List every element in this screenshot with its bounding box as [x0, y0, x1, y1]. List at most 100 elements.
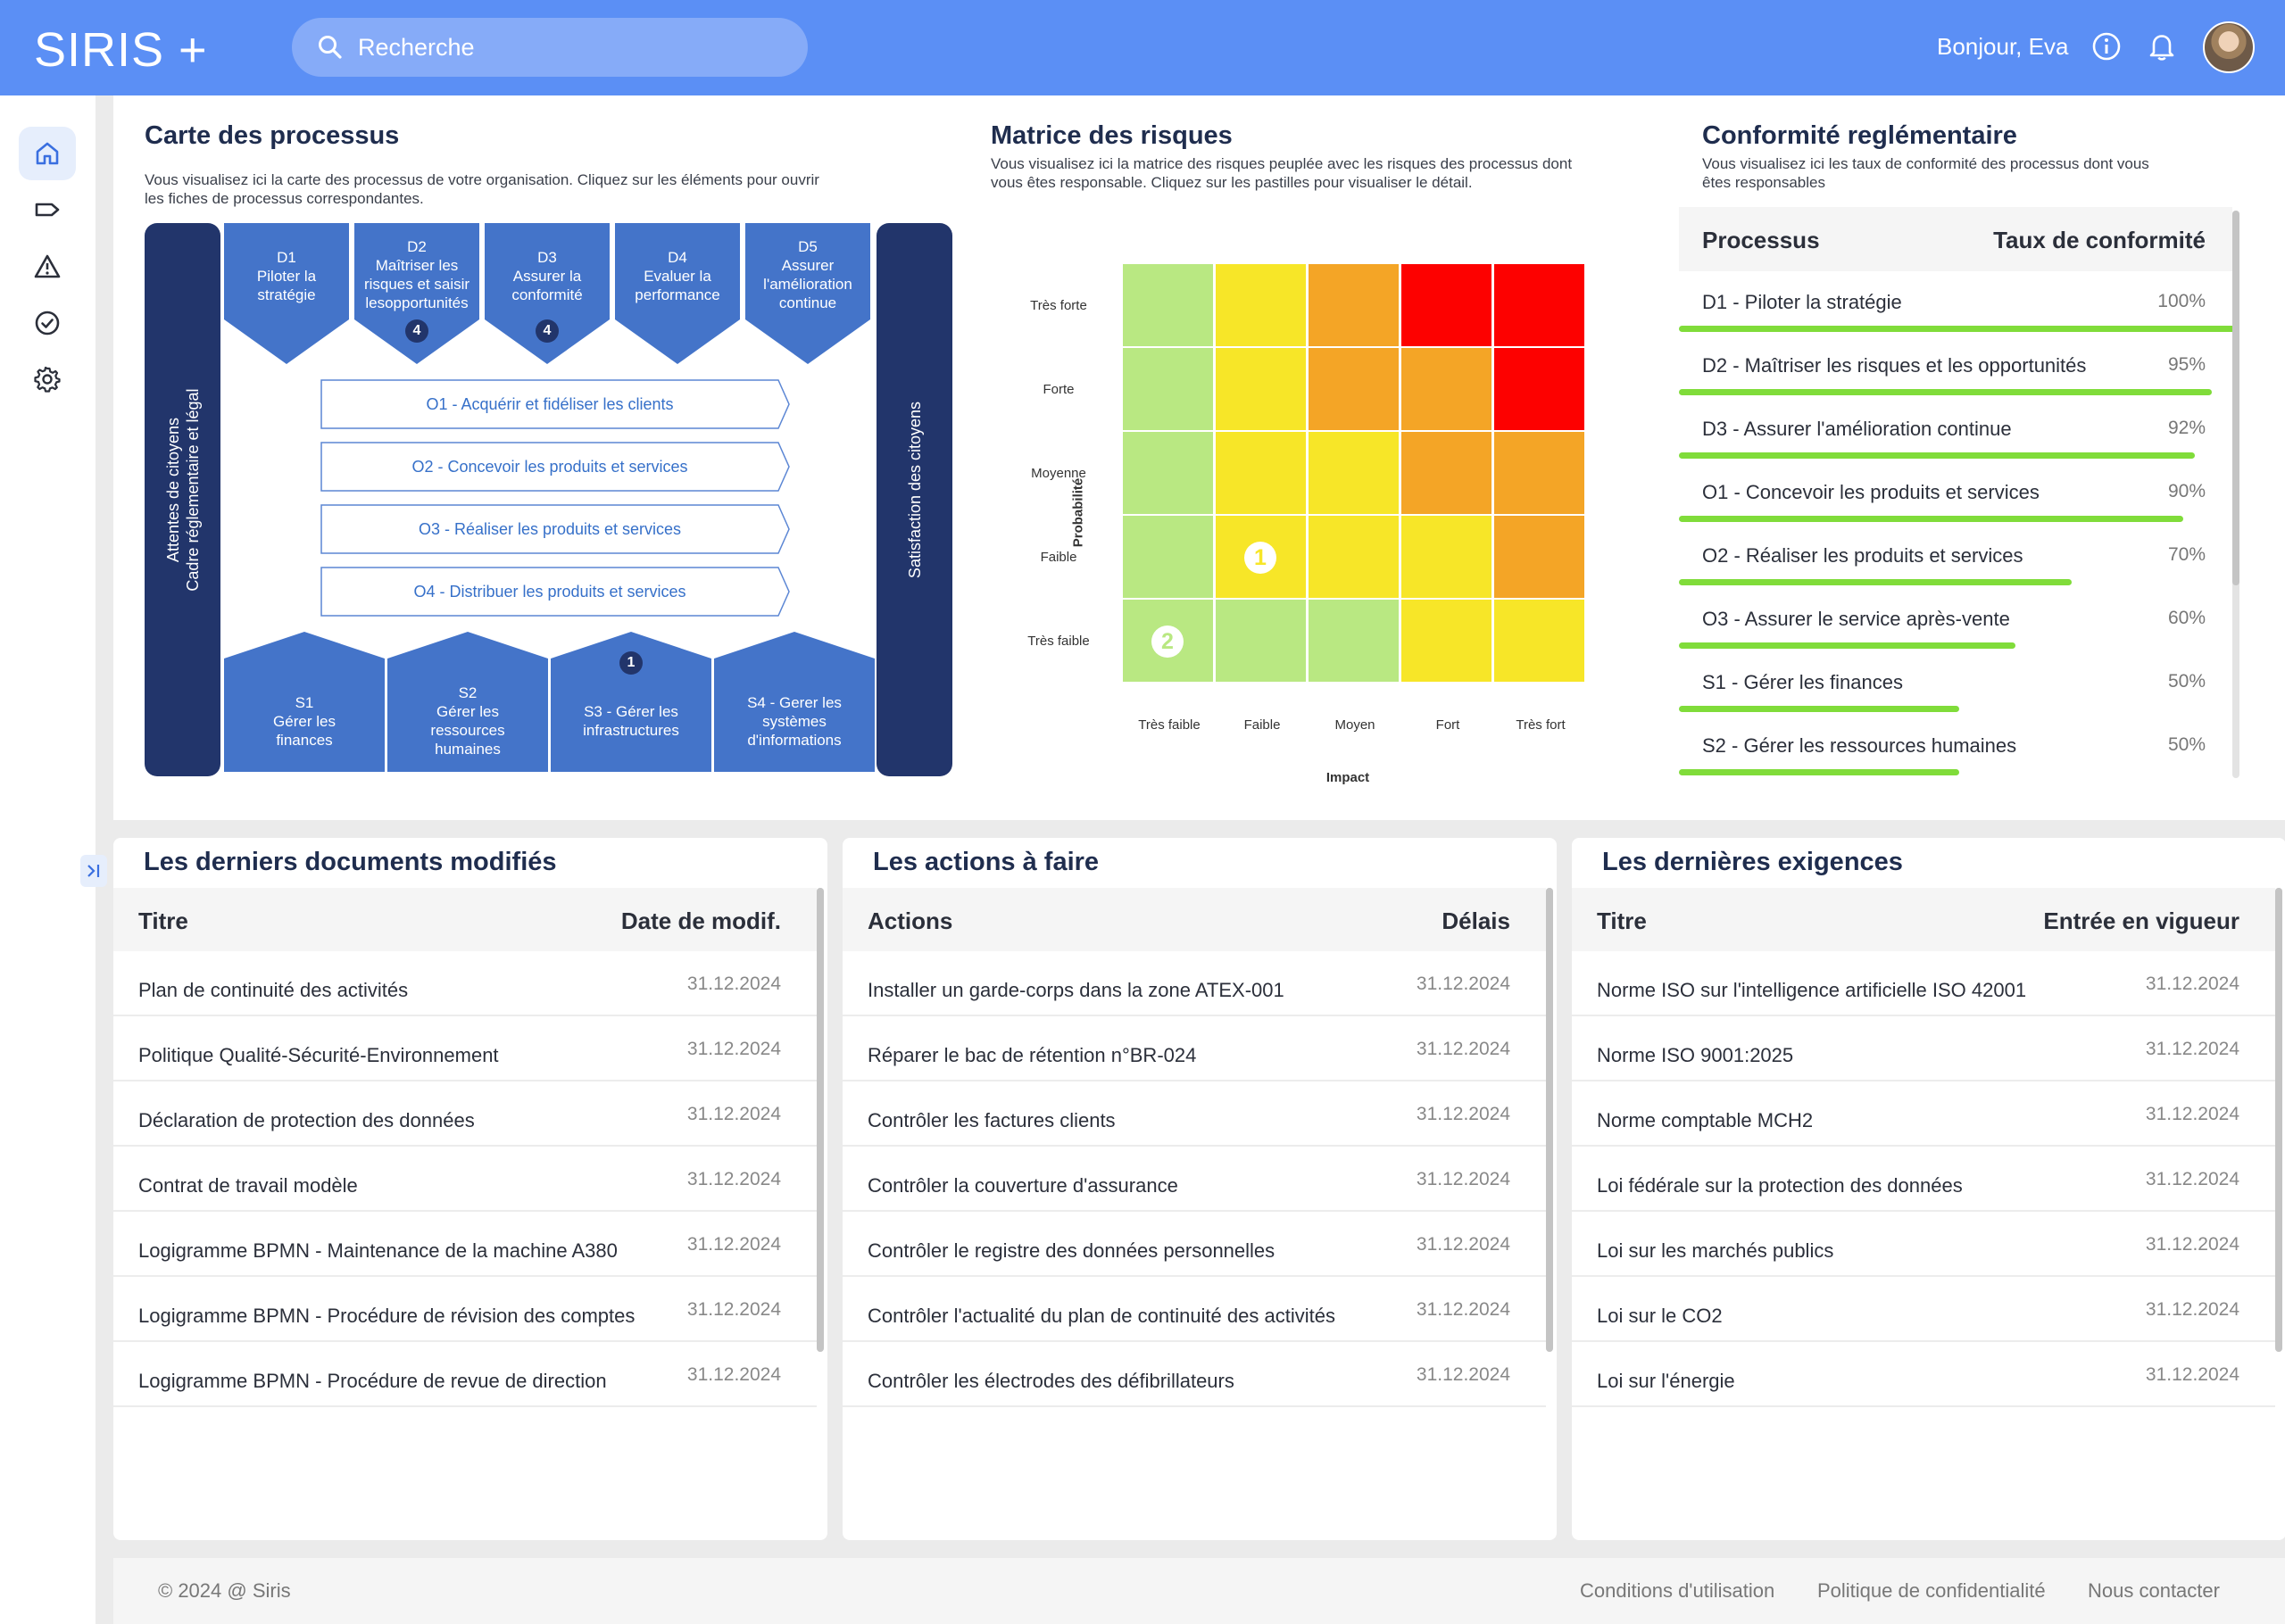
compliance-row[interactable]: S2 - Gérer les ressources humaines 50%: [1679, 715, 2232, 778]
table-row[interactable]: Installer un garde-corps dans la zone AT…: [843, 951, 1546, 1016]
operation-label-o4[interactable]: O4 - Distribuer les produits et services: [413, 583, 686, 601]
risk-cell[interactable]: [1401, 348, 1491, 430]
support-badge-s3[interactable]: 1: [619, 651, 643, 675]
risk-cell[interactable]: [1494, 264, 1584, 346]
risk-cell[interactable]: [1123, 264, 1213, 346]
card-scrollbar-thumb[interactable]: [2275, 888, 2282, 1352]
risk-cell[interactable]: [1123, 516, 1213, 598]
direction-d4-shape[interactable]: [615, 223, 740, 364]
operation-o2-shape[interactable]: [320, 442, 790, 492]
table-row[interactable]: Contrôler les électrodes des défibrillat…: [843, 1342, 1546, 1407]
nav-risks[interactable]: [19, 240, 76, 294]
direction-label-d5[interactable]: D5 Assurer l'amélioration continue: [745, 237, 870, 312]
table-row[interactable]: Loi sur les marchés publics 31.12.2024: [1572, 1212, 2275, 1277]
operation-o1-shape[interactable]: [320, 379, 790, 429]
footer-link-privacy[interactable]: Politique de confidentialité: [1817, 1579, 2046, 1602]
direction-label-d2[interactable]: D2 Maîtriser les risques et saisir lesoppor…: [354, 237, 479, 312]
table-row[interactable]: Contrôler le registre des données person…: [843, 1212, 1546, 1277]
compliance-scrollbar-thumb[interactable]: [2232, 211, 2239, 585]
table-row[interactable]: Norme ISO 9001:2025 31.12.2024: [1572, 1016, 2275, 1081]
table-row[interactable]: Déclaration de protection des données 31.…: [113, 1081, 817, 1147]
support-label-s3[interactable]: S3 - Gérer les infrastructures: [551, 702, 711, 740]
compliance-row[interactable]: O3 - Assurer le service après-vente 60%: [1679, 588, 2232, 651]
table-row[interactable]: Contrat de travail modèle 31.12.2024: [113, 1147, 817, 1212]
risk-cell[interactable]: [1494, 432, 1584, 514]
card-scrollbar[interactable]: [817, 888, 824, 1352]
direction-label-d1[interactable]: D1 Piloter la stratégie: [224, 248, 349, 304]
risk-cell[interactable]: [1401, 264, 1491, 346]
risk-cell[interactable]: [1309, 348, 1399, 430]
direction-badge-d2[interactable]: 4: [405, 319, 428, 343]
table-row[interactable]: Plan de continuité des activités 31.12.20…: [113, 951, 817, 1016]
table-row[interactable]: Loi fédérale sur la protection des donné…: [1572, 1147, 2275, 1212]
table-row[interactable]: Réparer le bac de rétention n°BR-024 31.1…: [843, 1016, 1546, 1081]
risk-cell[interactable]: [1123, 432, 1213, 514]
table-row[interactable]: Politique Qualité-Sécurité-Environnement…: [113, 1016, 817, 1081]
risk-cell[interactable]: [1309, 600, 1399, 682]
footer-link-contact[interactable]: Nous contacter: [2088, 1579, 2220, 1602]
risk-cell[interactable]: [1216, 600, 1306, 682]
nav-compliance[interactable]: [19, 296, 76, 350]
table-row[interactable]: Loi sur le CO2 31.12.2024: [1572, 1277, 2275, 1342]
direction-d1-shape[interactable]: [224, 223, 349, 364]
app-logo[interactable]: SIRIS +: [34, 23, 208, 77]
risk-cell[interactable]: [1309, 264, 1399, 346]
table-row[interactable]: Logigramme BPMN - Procédure de revue de …: [113, 1342, 817, 1407]
support-label-s2[interactable]: S2 Gérer les ressources humaines: [387, 684, 548, 758]
nav-settings[interactable]: [19, 352, 76, 406]
nav-home[interactable]: [19, 127, 76, 180]
table-row[interactable]: Contrôler l'actualité du plan de continu…: [843, 1277, 1546, 1342]
table-row[interactable]: Norme ISO sur l'intelligence artificiell…: [1572, 951, 2275, 1016]
search-input[interactable]: [358, 18, 786, 77]
support-label-s4[interactable]: S4 - Gerer les systèmes d'informations: [714, 693, 875, 750]
direction-label-d4[interactable]: D4 Evaluer la performance: [615, 248, 740, 304]
bell-icon[interactable]: [2146, 30, 2178, 62]
compliance-row[interactable]: O2 - Réaliser les produits et services 70…: [1679, 525, 2232, 588]
support-s4-shape[interactable]: [714, 632, 875, 772]
risk-cell[interactable]: [1401, 600, 1491, 682]
direction-d2-shape[interactable]: [354, 223, 479, 364]
sidebar-toggle-button[interactable]: [80, 855, 107, 887]
table-row[interactable]: Norme comptable MCH2 31.12.2024: [1572, 1081, 2275, 1147]
operation-o3-shape[interactable]: [320, 504, 790, 554]
table-row[interactable]: Logigramme BPMN - Maintenance de la mach…: [113, 1212, 817, 1277]
card-scrollbar-thumb[interactable]: [817, 888, 824, 1352]
risk-cell[interactable]: [1401, 516, 1491, 598]
risk-cell[interactable]: [1216, 264, 1306, 346]
card-scrollbar-thumb[interactable]: [1546, 888, 1553, 1352]
operation-label-o2[interactable]: O2 - Concevoir les produits et services: [411, 458, 688, 476]
risk-cell[interactable]: [1123, 348, 1213, 430]
support-s1-shape[interactable]: [224, 632, 385, 772]
support-s3-shape[interactable]: [551, 632, 711, 772]
operation-label-o3[interactable]: O3 - Réaliser les produits et services: [418, 520, 682, 538]
search-box[interactable]: [292, 18, 808, 77]
nav-tags[interactable]: [19, 183, 76, 236]
direction-d5-shape[interactable]: [745, 223, 870, 364]
compliance-scrollbar[interactable]: [2232, 211, 2239, 778]
risk-cell[interactable]: [1309, 432, 1399, 514]
operation-label-o1[interactable]: O1 - Acquérir et fidéliser les clients: [426, 395, 674, 413]
compliance-row[interactable]: D3 - Assurer l'amélioration continue 92%: [1679, 398, 2232, 461]
risk-cell[interactable]: [1309, 516, 1399, 598]
table-row[interactable]: Loi sur l'énergie 31.12.2024: [1572, 1342, 2275, 1407]
direction-label-d3[interactable]: D3 Assurer la conformité: [485, 248, 610, 304]
risk-marker-2[interactable]: 2: [1151, 626, 1184, 658]
risk-cell[interactable]: [1216, 432, 1306, 514]
support-s2-shape[interactable]: [387, 632, 548, 772]
risk-cell[interactable]: [1494, 600, 1584, 682]
risk-cell[interactable]: [1494, 516, 1584, 598]
risk-cell[interactable]: [1401, 432, 1491, 514]
risk-cell[interactable]: [1494, 348, 1584, 430]
risk-cell[interactable]: [1216, 348, 1306, 430]
risk-marker-1[interactable]: 1: [1244, 542, 1276, 574]
support-label-s1[interactable]: S1 Gérer les finances: [224, 693, 385, 750]
table-row[interactable]: Contrôler la couverture d'assurance 31.12…: [843, 1147, 1546, 1212]
card-scrollbar[interactable]: [1546, 888, 1553, 1352]
compliance-row[interactable]: O1 - Concevoir les produits et services 9…: [1679, 461, 2232, 525]
user-avatar[interactable]: [2203, 21, 2255, 73]
card-scrollbar[interactable]: [2275, 888, 2282, 1352]
compliance-row[interactable]: D1 - Piloter la stratégie 100%: [1679, 271, 2239, 335]
table-row[interactable]: Logigramme BPMN - Procédure de révision …: [113, 1277, 817, 1342]
compliance-row[interactable]: S1 - Gérer les finances 50%: [1679, 651, 2232, 715]
table-row[interactable]: Contrôler les factures clients 31.12.2024: [843, 1081, 1546, 1147]
